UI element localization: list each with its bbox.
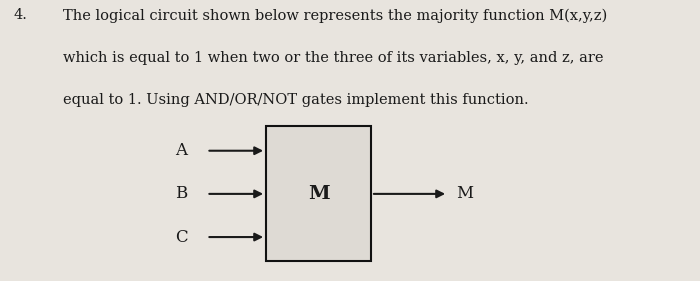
Text: A: A (175, 142, 187, 159)
Text: 4.: 4. (14, 8, 28, 22)
Text: equal to 1. Using AND/OR/NOT gates implement this function.: equal to 1. Using AND/OR/NOT gates imple… (63, 93, 528, 107)
Text: M: M (308, 185, 329, 203)
Text: M: M (456, 185, 473, 202)
Text: B: B (175, 185, 188, 202)
Text: The logical circuit shown below represents the majority function M(x,y,z): The logical circuit shown below represen… (63, 8, 608, 23)
Text: C: C (175, 228, 188, 246)
Text: which is equal to 1 when two or the three of its variables, x, y, and z, are: which is equal to 1 when two or the thre… (63, 51, 603, 65)
Bar (266, 126, 371, 261)
